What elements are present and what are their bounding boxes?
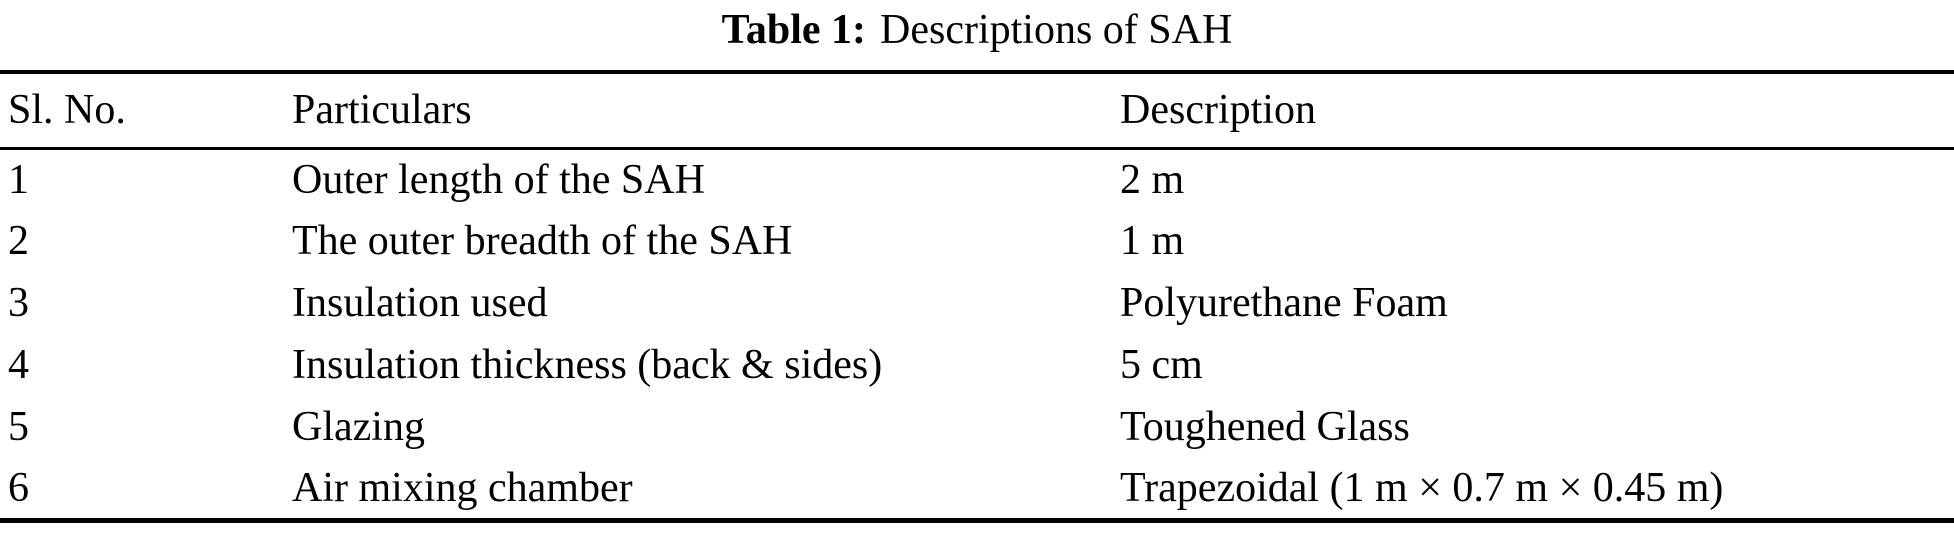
cell-particulars: Air mixing chamber [292, 464, 633, 511]
table-header-row: Sl. No. Particulars Description [0, 72, 1954, 148]
cell-particulars: The outer breadth of the SAH [292, 218, 793, 264]
table-row: 4 Insulation thickness (back & sides) 5 … [0, 334, 1954, 396]
table-caption-text: Descriptions of SAH [880, 7, 1233, 53]
descriptions-table: Sl. No. Particulars Description 1 Outer … [0, 70, 1954, 523]
table-caption-label: Table 1: [721, 7, 866, 53]
cell-description: 5 cm [1120, 342, 1203, 388]
table-row: 5 Glazing Toughened Glass [0, 396, 1954, 458]
cell-sl-no: 5 [8, 404, 29, 450]
cell-description: 2 m [1120, 156, 1185, 203]
cell-sl-no: 3 [8, 280, 29, 326]
cell-particulars: Outer length of the SAH [292, 156, 705, 203]
cell-description: Toughened Glass [1120, 404, 1410, 450]
cell-particulars: Insulation thickness (back & sides) [292, 342, 883, 388]
cell-description: Trapezoidal (1 m × 0.7 m × 0.45 m) [1120, 464, 1724, 511]
table-row: 6 Air mixing chamber Trapezoidal (1 m × … [0, 458, 1954, 520]
cell-sl-no: 1 [8, 156, 29, 203]
column-header-description: Description [1120, 87, 1316, 134]
cell-sl-no: 2 [8, 218, 29, 264]
table-row: 2 The outer breadth of the SAH 1 m [0, 210, 1954, 272]
cell-sl-no: 6 [8, 464, 29, 511]
table-row: 1 Outer length of the SAH 2 m [0, 148, 1954, 210]
cell-particulars: Insulation used [292, 280, 548, 326]
table-body: 1 Outer length of the SAH 2 m 2 The oute… [0, 148, 1954, 520]
table-row: 3 Insulation used Polyurethane Foam [0, 272, 1954, 334]
table-caption: Table 1: Descriptions of SAH [0, 2, 1954, 58]
cell-description: Polyurethane Foam [1120, 280, 1448, 326]
table-header: Sl. No. Particulars Description [0, 72, 1954, 148]
cell-sl-no: 4 [8, 342, 29, 388]
cell-description: 1 m [1120, 218, 1185, 264]
column-header-particulars: Particulars [292, 87, 472, 134]
column-header-sl-no: Sl. No. [8, 87, 126, 134]
cell-particulars: Glazing [292, 404, 425, 450]
